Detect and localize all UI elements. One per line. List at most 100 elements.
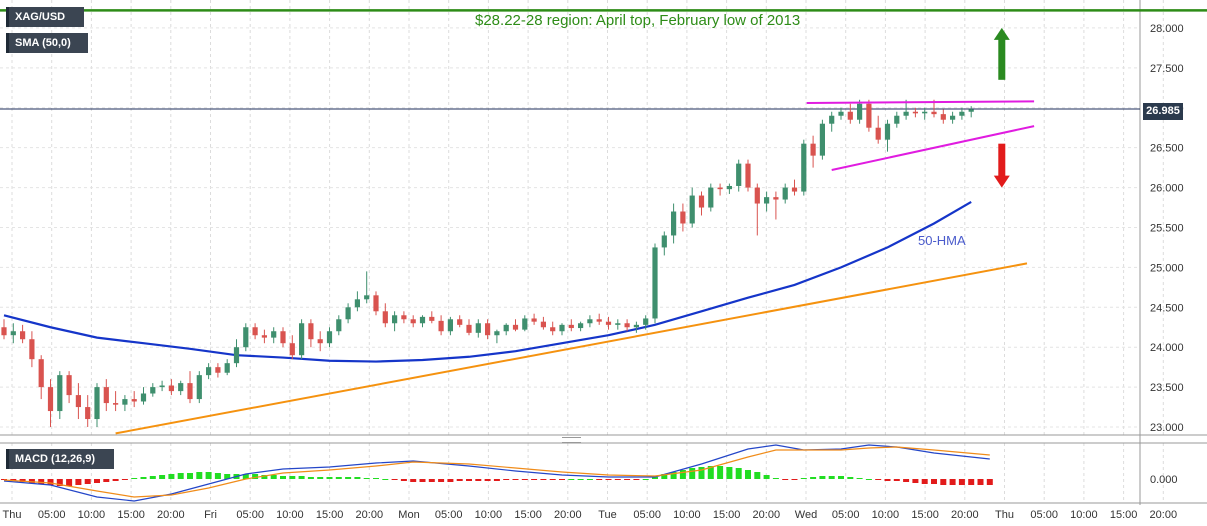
candle-body [271,331,277,338]
macd-bar [298,476,305,479]
candle-body [29,339,35,360]
macd-bar [568,479,575,480]
macd-bar [940,479,947,485]
macd-bar [912,479,919,483]
support-trendline [115,262,1028,435]
macd-bar [289,476,296,479]
candle-body [429,316,435,321]
time-tick-label: 10:00 [872,509,900,521]
macd-line [3,444,990,502]
time-tick-label: 10:00 [1070,509,1098,521]
candle-body [894,115,900,124]
price-tick-label: 24.000 [1150,342,1184,354]
time-tick-label: 15:00 [911,509,939,521]
time-tick-label: 15:00 [1110,509,1138,521]
candle-body [438,320,444,332]
candle-body [364,295,370,300]
candle-body [113,403,119,405]
macd-bar [633,479,640,480]
candle-body [531,318,537,322]
candle-body [912,111,918,114]
candle-body [150,387,156,394]
macd-bar [717,466,724,479]
time-tick-label: Thu [3,509,22,521]
time-tick-label: 05:00 [1030,509,1058,521]
candle-body [410,319,416,324]
candle-body [940,114,946,120]
candle-body [196,375,202,400]
macd-bar [168,474,175,479]
time-tick-label: 05:00 [435,509,463,521]
macd-bar [280,476,286,479]
candle-body [857,103,863,120]
macd-bar [921,479,928,484]
candle-body [764,197,770,204]
macd-bar [493,479,500,481]
macd-bar [642,479,649,480]
price-tick-label: 28.000 [1150,23,1184,35]
time-tick-label: 20:00 [753,509,781,521]
macd-bar [679,470,686,479]
macd-bar [782,479,789,480]
time-tick-label: 10:00 [475,509,503,521]
time-tick-label: Wed [795,509,817,521]
candle-body [168,385,174,392]
macd-bar [391,479,398,480]
macd-pane [0,443,1140,500]
macd-bar [447,479,454,482]
macd-bar [828,476,835,479]
candle-body [475,323,481,333]
macd-bar [689,468,696,479]
macd-bar [149,476,156,479]
macd-bar [772,478,779,479]
macd-bar [549,479,556,480]
pane-resize-handle[interactable] [562,437,581,443]
candle-body [903,111,909,116]
price-tick-label: 24.500 [1150,302,1184,314]
macd-bar [484,479,491,481]
macd-bar [159,475,166,479]
candle-body [708,187,714,208]
candle-body [503,324,509,332]
candle-body [494,331,500,336]
macd-bar [596,479,603,480]
time-tick-label: Fri [204,509,217,521]
candle-body [736,163,742,186]
arrow-down-head [993,175,1010,188]
candle-body [698,195,705,208]
candle-body [382,311,388,324]
time-tick-label: 05:00 [832,509,860,521]
macd-bar [400,479,407,481]
macd-bar [382,479,389,480]
candle-body [345,307,351,320]
macd-bar [252,474,259,479]
candle-body [717,187,723,190]
sma-indicator-label[interactable]: SMA (50,0) [6,33,88,53]
macd-bar [373,478,379,479]
candle-body [373,295,379,312]
symbol-label[interactable]: XAG/USD [6,7,84,27]
time-tick-label: 20:00 [157,509,185,521]
macd-bar [270,475,277,479]
candle-body [289,343,295,356]
macd-indicator-label[interactable]: MACD (12,26,9) [6,449,114,469]
time-tick-label: 20:00 [1150,509,1178,521]
candle-body [187,383,193,400]
candle-body [540,321,546,328]
candle-body [754,187,760,204]
macd-bar [75,479,82,485]
candle-body [661,235,667,248]
macd-bar [103,479,110,482]
macd-bar [177,473,184,479]
macd-bar [577,479,584,480]
macd-bar [94,479,100,483]
candle-body [801,143,807,192]
candle-body [652,247,658,319]
macd-bar [754,472,761,479]
price-pane [0,0,1140,435]
macd-bar [559,479,565,480]
resistance-annotation: $28.22-28 region: April top, February lo… [475,12,801,29]
candle-body [605,321,612,325]
candle-body [810,143,816,156]
